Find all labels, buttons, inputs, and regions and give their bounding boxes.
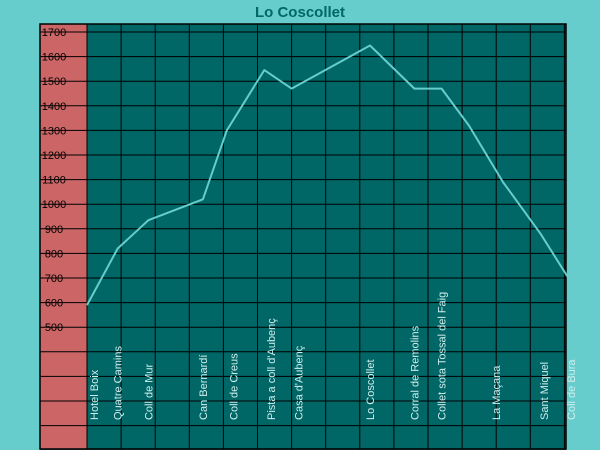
waypoint-label: Can Bernardí [198,355,210,420]
y-tick-label: 1700 [42,27,66,39]
y-tick-label: 800 [45,248,63,260]
waypoint-label: La Maçana [491,365,503,420]
y-tick-label: 1600 [42,52,66,64]
waypoint-label: Coll de Mur [143,363,155,420]
waypoint-label: Sant Miquel [539,362,551,420]
y-tick-label: 1300 [42,125,66,137]
waypoint-label: Coll de Bura [566,359,578,420]
y-tick-label: 600 [45,298,63,310]
elevation-line [86,44,576,306]
chart-title: Lo Coscollet [254,4,345,21]
waypoint-label: Coll de Creus [229,353,241,420]
waypoint-label: Quatre Camins [113,346,125,420]
y-tick-label: 700 [45,273,63,285]
y-tick-label: 1000 [42,199,66,211]
y-axis-band [40,24,87,449]
waypoint-label: Lo Coscollet [365,359,377,420]
plot-area [87,24,566,449]
y-tick-label: 1100 [42,175,66,187]
waypoint-label: Corral de Remolins [409,325,421,420]
waypoint-label: Casa d'Aubenç [293,345,305,420]
waypoint-label: Hotel Boix [89,369,101,420]
y-tick-label: 1200 [42,150,66,162]
y-tick-label: 900 [45,224,63,236]
y-tick-label: 1400 [42,101,66,113]
y-tick-label: 1500 [42,76,66,88]
y-tick-label: 500 [45,322,63,334]
waypoint-label: Pista a coll d'Aubenç [266,318,278,420]
plot-frame [39,23,567,450]
waypoint-label: Collet sota Tossal del Faig [437,292,449,420]
